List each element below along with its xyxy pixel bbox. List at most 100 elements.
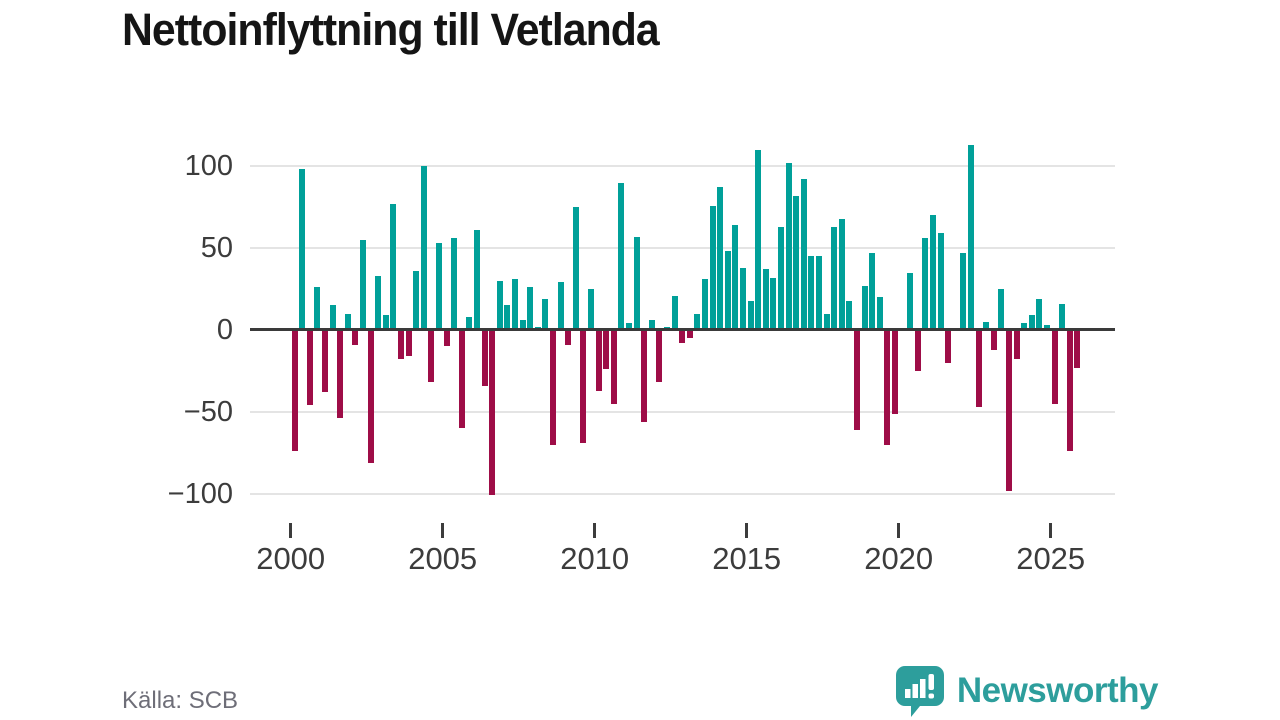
bar-2005q1 <box>443 330 450 347</box>
bar-2010q3 <box>610 330 617 404</box>
bar-2017q4 <box>831 226 838 330</box>
bar-2022q3 <box>975 330 982 407</box>
y-axis-label: 100 <box>184 150 233 183</box>
bar-2001q3 <box>337 330 344 419</box>
bar-2018q3 <box>853 330 860 430</box>
bar-2017q2 <box>815 256 822 330</box>
bar-2011q1 <box>625 323 632 330</box>
bar-2018q4 <box>861 285 868 330</box>
bar-2002q1 <box>352 330 359 345</box>
bar-2005q4 <box>466 316 473 330</box>
bar-2017q3 <box>823 313 830 330</box>
bar-2000q4 <box>314 287 321 330</box>
bar-2017q1 <box>808 256 815 330</box>
bar-2006q1 <box>473 230 480 330</box>
bar-2006q2 <box>481 330 488 386</box>
bar-2025q1 <box>1051 330 1058 404</box>
bar-2008q2 <box>542 298 549 330</box>
bar-2007q1 <box>504 305 511 330</box>
bar-2025q3 <box>1066 330 1073 452</box>
bar-2024q4 <box>1043 325 1050 330</box>
bar-2023q1 <box>990 330 997 350</box>
bar-2001q2 <box>329 305 336 330</box>
bar-2023q3 <box>1005 330 1012 491</box>
x-tick-mark <box>1049 523 1053 538</box>
bar-2023q2 <box>998 289 1005 330</box>
bar-2022q2 <box>967 144 974 330</box>
bar-2005q3 <box>458 330 465 429</box>
bar-2004q1 <box>413 271 420 330</box>
bar-2013q1 <box>686 330 693 339</box>
bar-2018q2 <box>846 300 853 330</box>
bar-2013q3 <box>701 279 708 330</box>
bar-2008q3 <box>549 330 556 445</box>
bar-2009q2 <box>572 207 579 330</box>
bar-2003q4 <box>405 330 412 357</box>
bar-2009q3 <box>580 330 587 444</box>
bar-2012q4 <box>679 330 686 344</box>
bar-2022q4 <box>983 321 990 330</box>
bar-2016q1 <box>777 226 784 330</box>
bar-2001q4 <box>344 313 351 330</box>
bar-2007q4 <box>527 287 534 330</box>
bar-2009q1 <box>565 330 572 345</box>
bar-2014q4 <box>739 267 746 330</box>
bar-2000q3 <box>306 330 313 406</box>
speech-bubble-chart-icon <box>895 666 944 717</box>
x-axis-label: 2005 <box>408 541 478 576</box>
bar-2022q1 <box>960 253 967 330</box>
bar-2010q4 <box>618 182 625 330</box>
bar-2003q2 <box>390 203 397 330</box>
gridline-y-100 <box>250 165 1115 168</box>
bar-2002q4 <box>375 275 382 330</box>
bar-2011q3 <box>641 330 648 422</box>
bar-2007q3 <box>519 320 526 330</box>
source-note: Källa: SCB <box>122 687 239 714</box>
bar-2016q3 <box>793 195 800 330</box>
y-axis-label: 50 <box>200 232 233 265</box>
bar-2015q1 <box>747 300 754 330</box>
x-axis-label: 2025 <box>1016 541 1086 576</box>
bar-2012q1 <box>656 330 663 383</box>
bar-2004q2 <box>420 166 427 330</box>
bar-2009q4 <box>587 289 594 330</box>
bar-2015q3 <box>762 269 769 330</box>
bar-2018q1 <box>838 218 845 330</box>
y-axis-label: −50 <box>183 395 233 428</box>
bar-2003q1 <box>382 315 389 330</box>
gridline-y--100 <box>250 492 1115 495</box>
bar-2006q4 <box>496 280 503 330</box>
bar-2019q4 <box>891 330 898 414</box>
bar-2003q3 <box>397 330 404 360</box>
bar-2002q3 <box>367 330 374 463</box>
bar-2025q4 <box>1074 330 1081 368</box>
bar-2014q1 <box>717 187 724 330</box>
bar-2000q2 <box>299 169 306 330</box>
bar-2016q4 <box>800 179 807 330</box>
bar-2012q3 <box>671 295 678 330</box>
bar-2020q4 <box>922 238 929 330</box>
bar-2002q2 <box>359 239 366 330</box>
y-axis-label: 0 <box>216 314 233 346</box>
y-axis-label: −100 <box>167 477 233 510</box>
bar-2019q3 <box>884 330 891 445</box>
bar-2000q1 <box>291 330 298 452</box>
gridline-y--50 <box>250 410 1115 413</box>
x-axis-label: 2010 <box>560 541 630 576</box>
bar-2024q1 <box>1021 323 1028 330</box>
x-tick-mark <box>897 523 901 538</box>
bar-2010q2 <box>603 330 610 370</box>
bar-2024q3 <box>1036 298 1043 330</box>
chart-title: Nettoinflyttning till Vetlanda <box>122 4 660 55</box>
x-axis-label: 2000 <box>256 541 326 576</box>
bar-2010q1 <box>595 330 602 391</box>
bar-2025q2 <box>1059 303 1066 330</box>
logo-text: Newsworthy <box>956 671 1159 710</box>
bar-2001q1 <box>321 330 328 393</box>
bar-2008q4 <box>557 282 564 330</box>
bar-2021q3 <box>945 330 952 363</box>
x-axis-label: 2020 <box>864 541 934 576</box>
bar-2021q1 <box>929 215 936 330</box>
bar-2011q4 <box>648 320 655 330</box>
